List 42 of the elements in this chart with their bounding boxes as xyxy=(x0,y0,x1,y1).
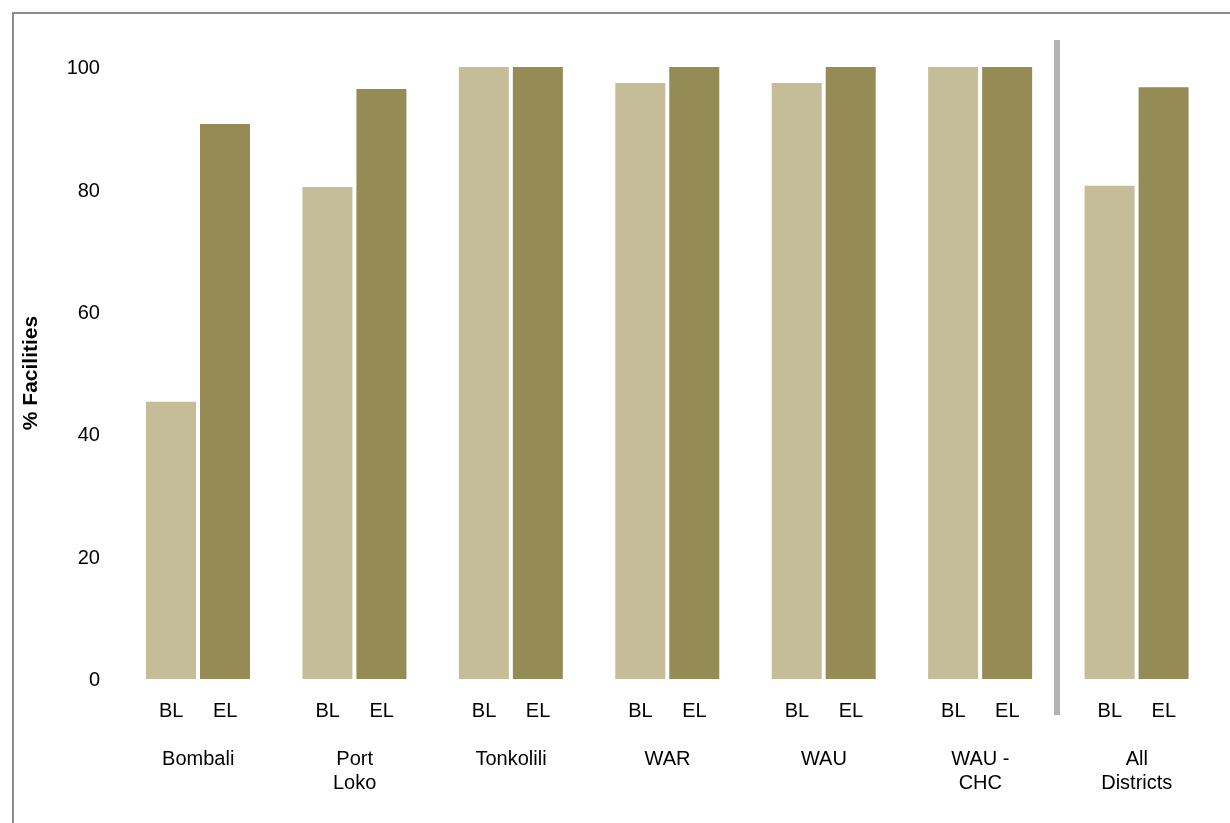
y-tick-label: 20 xyxy=(77,545,100,568)
bar xyxy=(825,67,876,679)
bar xyxy=(615,82,666,679)
bar xyxy=(356,89,407,679)
bar xyxy=(982,67,1033,679)
y-tick-label: 100 xyxy=(66,56,100,79)
text: EL xyxy=(369,699,394,721)
x-tick-label: WAU - CHC xyxy=(951,747,1010,793)
y-tick-label: 0 xyxy=(88,668,100,691)
x-tick-label: All Districts xyxy=(1101,747,1173,793)
text: EL xyxy=(995,699,1020,721)
bar xyxy=(458,67,509,679)
y-tick-label: 60 xyxy=(77,300,100,323)
bar xyxy=(1138,87,1189,679)
x-tick-label: Port Loko xyxy=(332,747,377,793)
x-tick-label: WAU xyxy=(800,747,847,769)
text: BL xyxy=(784,699,810,721)
bar xyxy=(928,67,979,679)
text: BL xyxy=(628,699,653,721)
bar xyxy=(200,123,250,679)
bar xyxy=(512,67,563,679)
text: BL xyxy=(1097,699,1123,721)
text: EL xyxy=(525,699,551,721)
bar xyxy=(1084,185,1135,679)
text: BL xyxy=(941,699,966,721)
text: EL xyxy=(1151,699,1177,721)
x-tick-label: Tonkolili xyxy=(475,747,547,769)
text: EL xyxy=(682,699,707,721)
text: BL xyxy=(471,699,497,721)
x-tick-label: WAR xyxy=(644,747,691,769)
text: EL xyxy=(838,699,864,721)
y-tick-label: 40 xyxy=(77,423,100,446)
x-tick-label: Bombali xyxy=(162,747,235,769)
y-tick-label: 80 xyxy=(77,178,100,201)
bar xyxy=(146,401,196,679)
bar xyxy=(771,82,822,679)
bar xyxy=(669,67,720,679)
series-label: EL xyxy=(212,699,238,721)
series-label: BL xyxy=(158,699,184,721)
text: BL xyxy=(315,699,340,721)
bar xyxy=(302,186,353,679)
y-axis-title: % Facilities xyxy=(18,315,42,431)
